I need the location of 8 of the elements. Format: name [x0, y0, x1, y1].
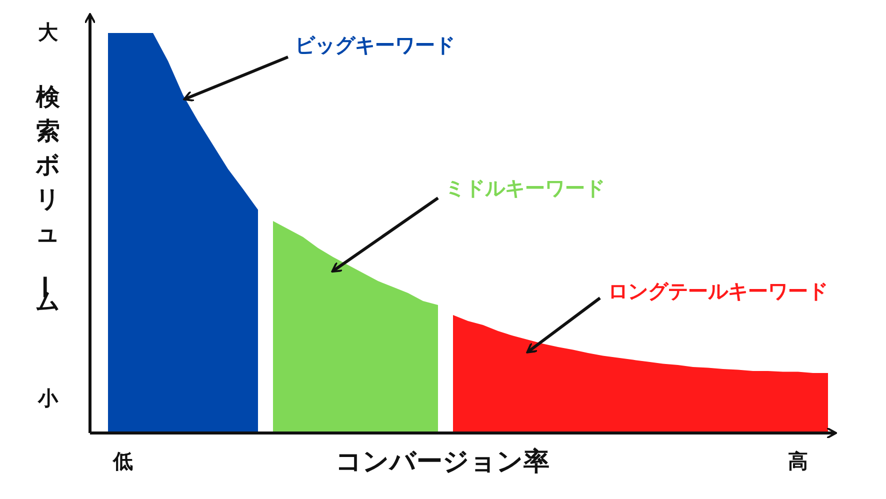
- text: ロングテールキーワード: [608, 279, 828, 303]
- text: ビッグキーワード: [295, 33, 455, 57]
- x-tick-label: 高: [788, 449, 808, 473]
- text: 小: [37, 386, 59, 410]
- x-axis-title: コンバージョン率: [336, 447, 550, 477]
- x-tick-label: 低: [112, 449, 133, 473]
- text: 大: [38, 20, 59, 44]
- text: ミドルキーワード: [445, 176, 605, 200]
